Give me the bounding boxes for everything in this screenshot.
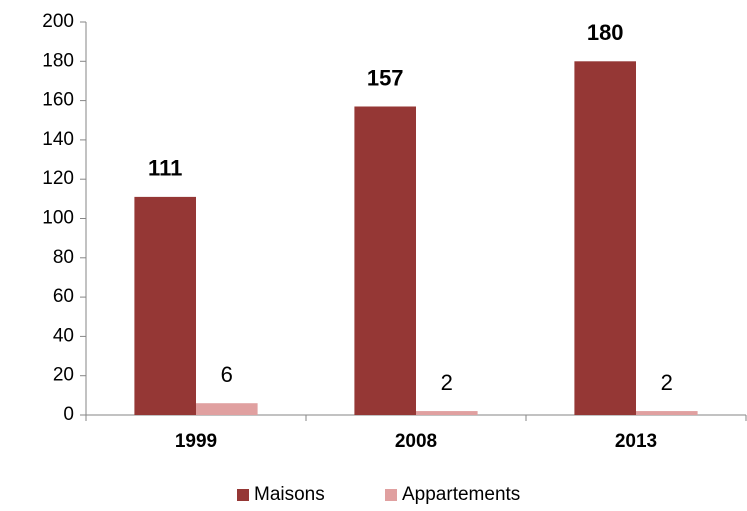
y-tick-label: 160 (42, 90, 74, 111)
legend-label: Maisons (254, 484, 325, 505)
y-tick-label: 100 (42, 208, 74, 229)
legend-swatch (237, 489, 249, 501)
x-tick-label: 2013 (615, 431, 657, 452)
x-tick-label: 2008 (395, 431, 437, 452)
value-label: 2 (441, 370, 453, 395)
y-tick-label: 40 (53, 325, 74, 346)
y-tick-label: 120 (42, 168, 74, 189)
value-label: 180 (587, 20, 624, 45)
bar (354, 106, 416, 416)
value-label: 157 (367, 65, 404, 90)
y-tick-label: 20 (53, 365, 74, 386)
bar (636, 411, 698, 415)
y-tick-label: 200 (42, 11, 74, 32)
bar (134, 196, 196, 415)
bar (416, 411, 478, 415)
value-label: 6 (221, 362, 233, 387)
legend-label: Appartements (402, 484, 520, 505)
bar (574, 61, 636, 416)
x-tick-label: 1999 (175, 431, 217, 452)
y-tick-label: 180 (42, 50, 74, 71)
value-label: 2 (661, 370, 673, 395)
y-tick-label: 80 (53, 247, 74, 268)
y-tick-label: 140 (42, 129, 74, 150)
value-label: 111 (148, 156, 182, 181)
y-tick-label: 0 (63, 404, 74, 425)
bar (196, 403, 258, 415)
legend-swatch (385, 489, 397, 501)
y-tick-label: 60 (53, 286, 74, 307)
